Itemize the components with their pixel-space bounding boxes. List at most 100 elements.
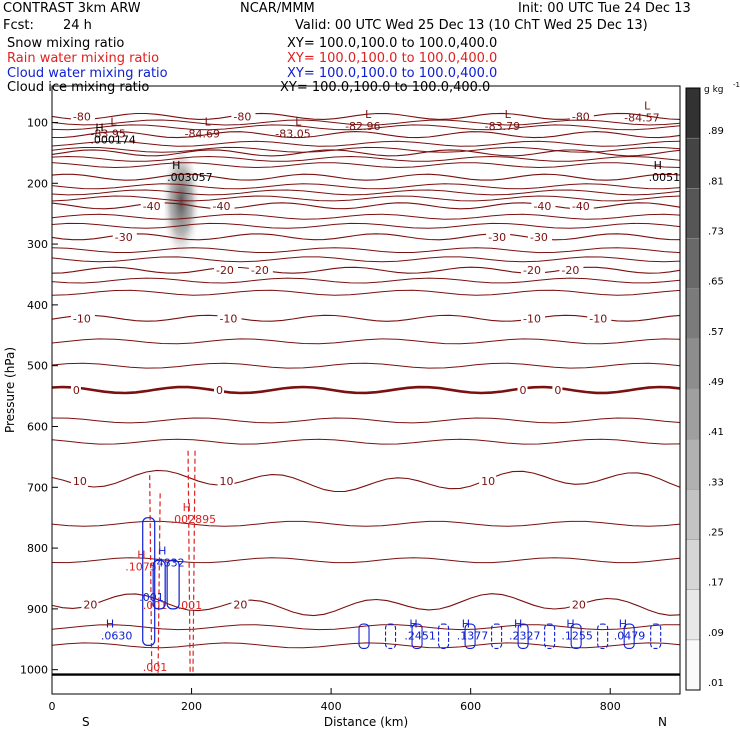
y-tick-label: 500 <box>27 360 48 373</box>
x-tick-label: 200 <box>181 700 202 713</box>
low-marker: L <box>365 108 372 121</box>
field-xy-rain: XY= 100.0,100.0 to 100.0,400.0 <box>287 51 498 66</box>
isotherm-line <box>51 438 681 445</box>
y-tick-label: 800 <box>27 542 48 555</box>
temperature-label: 20 <box>572 599 586 612</box>
temperature-label: -20 <box>251 264 269 277</box>
temperature-label-bg <box>486 230 511 243</box>
temperature-label-bg <box>569 598 587 611</box>
isotherm-line <box>51 189 681 196</box>
temperature-label: 20 <box>83 599 97 612</box>
cloud-water-max-marker: H <box>106 617 114 630</box>
cloud-water-contour <box>411 623 423 649</box>
cloud-water-contour <box>384 623 397 649</box>
x-axis-label: Distance (km) <box>324 715 408 729</box>
isotherm-line <box>51 557 681 564</box>
rain-contour <box>192 450 196 676</box>
temperature-label: -30 <box>115 231 133 244</box>
rain-max-marker: H <box>137 548 145 561</box>
colorbar-swatch <box>685 639 701 691</box>
rain-max-value: .002895 <box>171 513 217 526</box>
cloud-water-max-marker: H <box>409 617 417 630</box>
temperature-label: -80 <box>73 110 91 123</box>
rain-contour <box>187 450 191 676</box>
cloud-water-max-marker: H <box>462 617 470 630</box>
cloud-water-max-value: .4832 <box>153 556 185 569</box>
isotherm-line <box>51 119 681 126</box>
y-tick-label: 900 <box>27 603 48 616</box>
isotherm-line <box>51 195 681 202</box>
temperature-contour--50 <box>51 173 681 181</box>
temperature-label-bg <box>70 384 81 396</box>
colorbar-swatch <box>685 338 701 390</box>
temperature-label: 0 <box>554 384 561 397</box>
colorbar-level-label: .01 <box>708 678 724 689</box>
temperature-label: 0 <box>216 384 223 397</box>
rain-contour <box>149 475 153 673</box>
low-marker: L <box>110 115 117 128</box>
cloud-water-max-marker: H <box>566 617 574 630</box>
y-tick-label: 1000 <box>20 664 48 677</box>
colorbar-level-label: .41 <box>708 427 724 438</box>
colorbar-level-label: .09 <box>708 628 724 639</box>
x-tick-label: 800 <box>600 700 621 713</box>
cloud-water-max-value: .1255 <box>561 629 593 642</box>
field-xy-cloud-ice: XY= 100.0,100.0 to 100.0,400.0 <box>280 80 491 95</box>
isotherm-line <box>51 162 681 169</box>
cloud-water-contour <box>597 623 609 649</box>
cloud-water-contour <box>491 623 503 649</box>
low-value: -83.05 <box>275 127 310 140</box>
temperature-contour--70 <box>52 131 681 139</box>
colorbar-unit-exponent: -1 <box>733 81 740 89</box>
temperature-label-bg <box>231 110 256 123</box>
low-marker: L <box>295 115 302 128</box>
forecast-label: Fcst: <box>3 18 34 33</box>
low-value: -84.69 <box>185 127 220 140</box>
field-label-cloud-water: Cloud water mixing ratio <box>7 66 168 81</box>
colorbar-swatch <box>685 288 701 340</box>
isotherm-line <box>51 642 681 649</box>
cloud-water-max-marker: H <box>158 544 166 557</box>
north-label: N <box>658 715 667 729</box>
isotherm-line <box>51 247 681 254</box>
temperature-label-bg <box>479 475 497 488</box>
y-tick-label: 600 <box>27 420 48 433</box>
isotherm-line <box>51 520 681 527</box>
rain-contour <box>157 493 161 673</box>
x-tick-label: 0 <box>49 700 56 713</box>
temperature-contour--10 <box>51 314 681 322</box>
isotherm-line <box>51 338 681 345</box>
colorbar-level-label: .25 <box>708 528 724 539</box>
snow-max-marker: H <box>172 159 180 172</box>
temperature-label: -40 <box>572 200 590 213</box>
colorbar-swatch <box>685 388 701 440</box>
colorbar-level-label: .89 <box>708 126 724 137</box>
colorbar-level-label: .81 <box>708 176 724 187</box>
x-tick-label: 400 <box>321 700 342 713</box>
isotherm-line <box>51 140 681 147</box>
chart-title: CONTRAST 3km ARW <box>3 1 141 16</box>
temperature-label: 0 <box>520 384 527 397</box>
cloud-water-contour-label: .001 <box>139 591 164 604</box>
temperature-label: 10 <box>219 475 233 488</box>
low-value: -82.96 <box>345 120 380 133</box>
cloud-water-contour <box>142 517 156 646</box>
field-label-rain: Rain water mixing ratio <box>7 51 160 66</box>
temperature-label-bg <box>81 598 99 611</box>
low-marker: L <box>644 100 651 113</box>
low-marker: L <box>205 115 212 128</box>
y-tick-label: 300 <box>27 238 48 251</box>
isotherm-line <box>51 183 681 190</box>
colorbar-level-label: .49 <box>708 377 724 388</box>
isotherm-line <box>51 417 681 424</box>
low-marker: L <box>505 108 512 121</box>
colorbar: .01 .09 .17 .25 .33 .41 .49 .57 .65 .73 .81 .89 g kg… <box>685 81 740 691</box>
temperature-label-bg <box>140 199 165 212</box>
temperature-label-bg <box>569 199 594 212</box>
snow-max-marker: H <box>654 159 662 172</box>
isotherm-line <box>51 362 681 369</box>
forecast-hours: 24 h <box>63 18 92 33</box>
field-xy-snow: XY= 100.0,100.0 to 100.0,400.0 <box>287 36 498 51</box>
